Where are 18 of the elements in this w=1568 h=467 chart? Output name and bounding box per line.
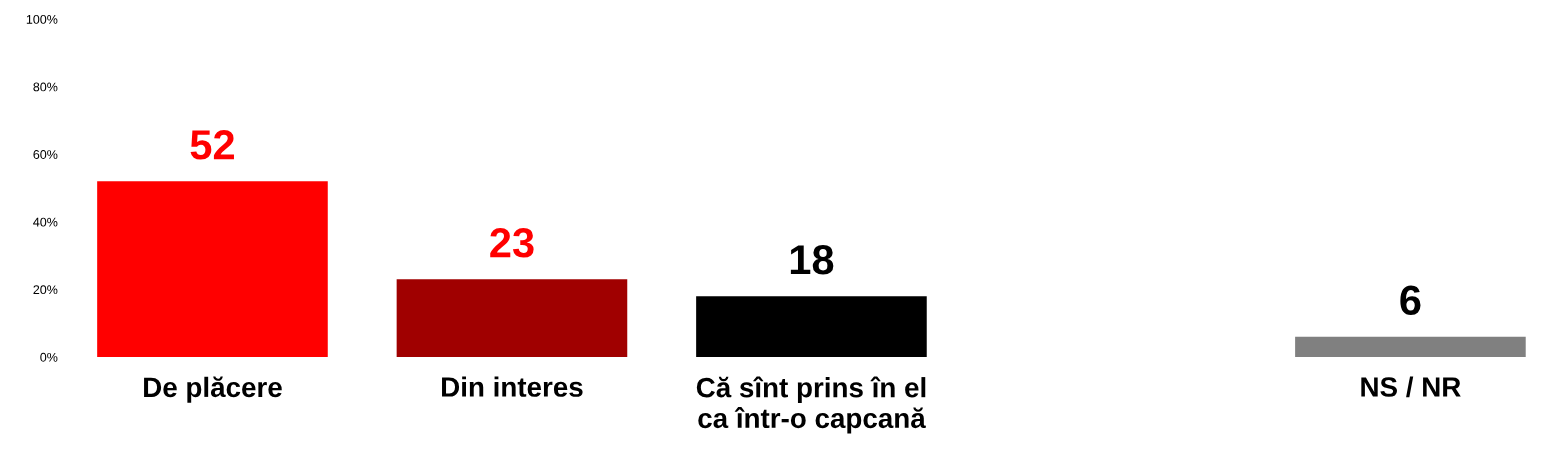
data-label: 18 bbox=[790, 244, 834, 275]
bar bbox=[97, 181, 328, 358]
x-tick-label: NS / NR bbox=[1361, 376, 1461, 398]
y-tick-label: 60% bbox=[33, 150, 58, 159]
bar bbox=[696, 296, 927, 358]
y-tick-label: 40% bbox=[33, 217, 58, 227]
data-label: 6 bbox=[1400, 285, 1421, 315]
x-tick-label: Că sînt prins în el ca într-o capcană bbox=[696, 376, 926, 434]
y-tick-label: 0% bbox=[40, 352, 58, 362]
x-tick-label: De plăcere bbox=[144, 376, 282, 403]
bar bbox=[396, 279, 628, 358]
y-tick-label: 20% bbox=[33, 285, 58, 295]
y-tick-label: 100% bbox=[26, 14, 58, 24]
y-tick-label: 80% bbox=[33, 82, 58, 92]
data-label: 23 bbox=[490, 228, 534, 258]
data-label: 52 bbox=[190, 130, 234, 160]
x-tick-label: Din interes bbox=[442, 376, 583, 397]
bar bbox=[1295, 336, 1526, 358]
